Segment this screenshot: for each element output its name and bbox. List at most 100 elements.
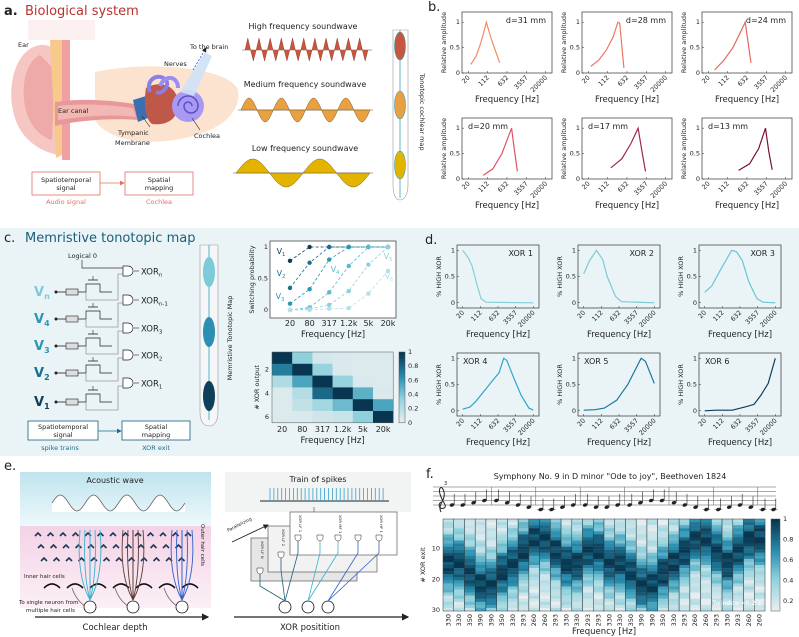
- x-tick-label: 260: [745, 614, 753, 626]
- colorbar-segment: [399, 399, 405, 402]
- heatmap-cell: [528, 586, 540, 590]
- afferent-fiber: [78, 529, 91, 601]
- y-tick-label: 0.5: [687, 273, 697, 281]
- x-tick-label: 350: [627, 614, 635, 626]
- heatmap-cell: [700, 604, 712, 609]
- colorbar-segment: [399, 360, 405, 363]
- y-tick-label: 0: [451, 299, 455, 307]
- afferent-fiber: [170, 529, 183, 601]
- heatmap-cell: [689, 522, 701, 526]
- heatmap-cell: [593, 519, 605, 523]
- y-axis-label: % HIGH XOR: [435, 256, 443, 297]
- heatmap-cell: [754, 580, 766, 584]
- heatmap-cell: [561, 598, 572, 602]
- heatmap-cell: [604, 519, 615, 523]
- heatmap-cell: [561, 595, 572, 599]
- heatmap-cell: [528, 592, 540, 596]
- heatmap-cell: [561, 568, 572, 572]
- heatmap-cell: [689, 595, 701, 599]
- xor-output-label: XOR3: [141, 325, 163, 336]
- heatmap-cell: [464, 577, 476, 581]
- x-tick-label: 1.2k: [340, 319, 358, 328]
- heatmap-cell: [485, 537, 497, 541]
- heatmap-cell: [636, 534, 648, 538]
- y-axis-label: % HIGH XOR: [677, 364, 685, 405]
- heatmap-cell: [743, 577, 755, 581]
- x-tick-label: 20: [580, 180, 592, 192]
- heatmap-cell: [550, 561, 562, 566]
- heatmap-cell: [604, 543, 615, 547]
- transistor: [78, 283, 112, 293]
- heatmap-cell: [496, 577, 508, 581]
- heatmap-cell: [496, 552, 508, 556]
- heatmap-cell: [636, 519, 648, 523]
- x-tick-label: 20000: [529, 180, 549, 200]
- heatmap-cell: [332, 411, 353, 423]
- heatmap-cell: [722, 525, 733, 529]
- heatmap-cell: [743, 571, 755, 575]
- series-label: XOR 6: [705, 357, 729, 366]
- y-tick-label: 1: [264, 243, 268, 251]
- colorbar-segment: [771, 606, 780, 609]
- heatmap-cell: [646, 540, 658, 544]
- heatmap-cell: [571, 604, 583, 609]
- colorbar-segment: [771, 574, 780, 577]
- amplitude-plot: 0 0.5 1 20 112 632 3557 20000 Relative amplitude…: [560, 11, 673, 105]
- panel-d-label: d.: [425, 233, 437, 248]
- data-point: [346, 244, 351, 250]
- note-head: [515, 503, 521, 507]
- heatmap-cell: [700, 561, 712, 566]
- y-tick-label: 0.5: [566, 273, 576, 281]
- heatmap-cell: [593, 574, 605, 578]
- heatmap-cell: [689, 583, 701, 587]
- heatmap-cell: [496, 568, 508, 572]
- y-tick-label: 0: [693, 299, 697, 307]
- heatmap-cell: [539, 598, 551, 602]
- heatmap-cell: [646, 565, 658, 569]
- heatmap-frame: [271, 351, 394, 424]
- heatmap-cell: [679, 531, 691, 535]
- heatmap-cell: [550, 595, 562, 599]
- heatmap-cell: [625, 601, 637, 606]
- heatmap-cell: [636, 598, 648, 602]
- heatmap-cell: [528, 604, 540, 609]
- heatmap-cell: [604, 586, 615, 590]
- heatmap-cell: [496, 589, 508, 593]
- heatmap-cell: [561, 604, 572, 609]
- heatmap-cell: [636, 592, 648, 596]
- heatmap-cell: [679, 561, 691, 566]
- heatmap-cell: [539, 525, 551, 529]
- heatmap-cell: [539, 574, 551, 578]
- heatmap-cell: [518, 558, 530, 563]
- heatmap-cell: [582, 558, 594, 563]
- heatmap-cell: [485, 528, 497, 532]
- heatmap-cell: [625, 528, 637, 532]
- heatmap-cell: [636, 574, 648, 578]
- heatmap-cell: [475, 549, 487, 553]
- heatmap-cell: [443, 601, 454, 606]
- heatmap-cell: [722, 586, 733, 590]
- heatmap-cell: [722, 528, 733, 532]
- music-staff: [433, 486, 778, 513]
- heatmap-cell: [518, 589, 530, 593]
- heatmap-cell: [582, 546, 594, 550]
- heatmap-cell: [679, 574, 691, 578]
- series-line: [462, 357, 534, 411]
- heatmap-cell: [679, 549, 691, 553]
- x-tick-label: 20000: [649, 74, 669, 94]
- heatmap-cell: [464, 519, 476, 523]
- train-of-spikes-label: Train of spikes: [289, 475, 347, 484]
- heatmap-cell: [272, 411, 293, 423]
- heatmap-cell: [496, 546, 508, 550]
- heatmap-cell: [464, 531, 476, 535]
- heatmap-cell: [604, 598, 615, 602]
- heatmap-cell: [722, 598, 733, 602]
- heatmap-cell: [593, 534, 605, 538]
- heatmap-cell: [475, 574, 487, 578]
- heatmap-cell: [668, 580, 680, 584]
- heatmap-cell: [743, 595, 755, 599]
- heatmap-cell: [496, 537, 508, 541]
- heatmap-cell: [689, 549, 701, 553]
- heatmap-cell: [679, 607, 691, 612]
- heatmap-cell: [636, 580, 648, 584]
